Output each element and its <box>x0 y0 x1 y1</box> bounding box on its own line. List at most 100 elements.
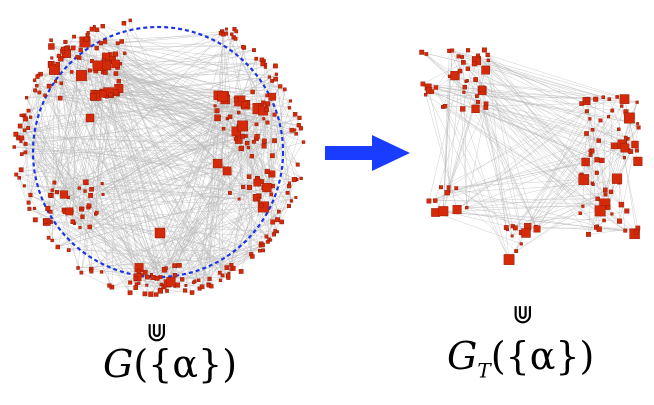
left-node <box>177 263 182 268</box>
right-node <box>476 53 481 58</box>
right-node <box>603 192 608 197</box>
left-node <box>55 62 60 67</box>
right-edge <box>456 103 582 211</box>
left-node <box>113 71 119 76</box>
right-edge <box>535 159 598 227</box>
left-edge <box>110 94 228 172</box>
left-node <box>250 254 255 259</box>
right-edge <box>431 91 591 156</box>
left-edge <box>36 54 111 87</box>
right-node <box>450 48 455 53</box>
left-edge <box>96 29 267 237</box>
left-node <box>94 210 99 215</box>
left-node <box>17 123 23 129</box>
left-edge <box>25 152 30 209</box>
left-node <box>224 27 228 31</box>
right-edge <box>515 118 591 229</box>
left-edge <box>18 80 35 139</box>
right-edge <box>435 56 459 88</box>
left-node <box>241 45 246 50</box>
left-node <box>54 79 58 83</box>
left-node <box>272 112 277 117</box>
left-edge <box>56 117 300 193</box>
right-node <box>602 218 606 223</box>
left-edge <box>21 63 51 138</box>
left-edge <box>166 29 235 291</box>
left-node <box>238 145 244 152</box>
right-edge <box>422 55 479 85</box>
left-edge <box>252 86 281 93</box>
left-node <box>164 266 168 270</box>
left-caption-main: G <box>103 342 134 386</box>
left-node <box>270 78 274 83</box>
left-edge <box>199 182 290 289</box>
left-node <box>28 192 33 197</box>
left-node <box>260 61 266 67</box>
left-node <box>227 114 233 119</box>
left-node <box>58 56 64 62</box>
right-node <box>622 156 626 160</box>
right-node <box>619 94 630 104</box>
right-graph-caption: GT({α}) <box>447 337 594 381</box>
right-node <box>446 185 451 189</box>
left-node <box>244 134 248 138</box>
left-node <box>250 89 255 95</box>
left-node <box>258 244 263 248</box>
left-edge <box>49 63 229 278</box>
left-node <box>60 46 65 51</box>
left-node <box>48 193 53 198</box>
right-edge <box>466 179 584 208</box>
right-edge <box>434 60 477 201</box>
right-node <box>444 189 450 196</box>
left-node <box>230 32 234 36</box>
left-edge <box>108 60 265 93</box>
left-node <box>262 182 272 193</box>
left-edge <box>136 192 231 285</box>
left-node <box>209 283 214 289</box>
left-node <box>108 92 114 98</box>
left-edge <box>263 60 292 202</box>
left-edge <box>119 63 209 285</box>
left-edge <box>18 177 29 203</box>
left-node <box>224 31 229 36</box>
right-edge <box>512 226 626 231</box>
left-edge <box>47 29 98 209</box>
right-edge <box>448 187 517 252</box>
right-node <box>438 206 449 217</box>
left-edge <box>96 147 249 213</box>
left-node <box>182 288 188 293</box>
left-node <box>101 58 106 63</box>
right-node <box>593 96 599 102</box>
left-edge <box>267 80 273 242</box>
left-edge <box>48 211 66 238</box>
left-edge <box>27 56 78 129</box>
right-edge <box>527 120 601 227</box>
right-node <box>594 157 600 163</box>
left-node <box>189 290 195 295</box>
left-edge <box>37 75 264 208</box>
left-edge <box>115 73 199 281</box>
right-edge <box>435 87 510 260</box>
left-edge <box>110 94 280 212</box>
right-node <box>476 99 480 104</box>
right-edge <box>580 189 606 214</box>
left-graph-edges <box>14 20 304 295</box>
left-edge <box>100 42 265 62</box>
left-edge <box>78 205 290 269</box>
right-edge <box>586 111 591 152</box>
left-node <box>18 167 24 173</box>
left-node <box>279 219 284 225</box>
right-edge <box>488 60 639 128</box>
right-node <box>588 117 592 121</box>
left-node <box>76 70 88 82</box>
right-edge <box>444 105 513 237</box>
left-edge <box>18 41 86 139</box>
left-edge <box>73 47 139 284</box>
left-node <box>19 140 23 144</box>
left-node <box>184 284 188 287</box>
left-node <box>273 63 278 69</box>
left-node <box>26 108 31 113</box>
left-node <box>244 140 250 146</box>
left-node <box>258 249 262 253</box>
left-edge <box>54 69 148 286</box>
